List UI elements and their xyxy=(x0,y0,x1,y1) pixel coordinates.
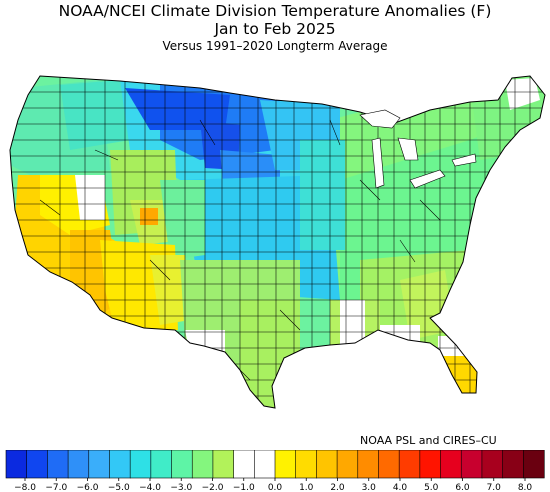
legend-swatch xyxy=(274,450,297,479)
legend-tick-label: −8.0 xyxy=(14,483,36,492)
legend-tick-label: 0.0 xyxy=(268,483,283,492)
lake-michigan xyxy=(371,137,385,189)
legend-swatch xyxy=(336,450,359,479)
legend-swatch xyxy=(191,450,214,479)
legend-swatch xyxy=(88,450,111,479)
legend-tick-label: 8.0 xyxy=(518,483,533,492)
legend-tick-label: −2.0 xyxy=(202,483,224,492)
legend-tick-label: −7.0 xyxy=(45,483,67,492)
legend-swatch xyxy=(67,450,90,479)
data-credit: NOAA PSL and CIRES–CU xyxy=(360,434,497,447)
legend-tick-label: −5.0 xyxy=(108,483,130,492)
legend-swatch xyxy=(212,450,235,479)
legend-swatch xyxy=(419,450,442,479)
legend-swatch xyxy=(316,450,338,479)
lake-erie xyxy=(409,169,446,189)
legend-tick-label: 1.0 xyxy=(299,483,314,492)
legend-swatch xyxy=(398,450,421,479)
legend-tick-label: 6.0 xyxy=(455,483,470,492)
legend-swatch xyxy=(5,450,28,479)
legend-swatch xyxy=(129,450,152,479)
anomaly-fill xyxy=(10,76,545,408)
legend-swatch xyxy=(378,450,400,479)
color-legend: −8.0 −7.0 −6.0 −5.0 −4.0 −3.0 −2.0 −1.0 0.0 1.0 2.… xyxy=(5,450,545,492)
legend-swatch xyxy=(233,450,255,479)
us-climate-division-map xyxy=(9,75,546,409)
legend-swatch xyxy=(254,450,276,479)
legend-swatch xyxy=(440,450,462,479)
legend-tick-label: 5.0 xyxy=(424,483,439,492)
legend-tick-label: 2.0 xyxy=(330,483,345,492)
lake-superior xyxy=(359,109,401,129)
legend-swatch xyxy=(523,450,545,479)
legend-swatch xyxy=(171,450,193,479)
legend-swatch xyxy=(47,450,69,479)
legend-tick-label: −3.0 xyxy=(170,483,192,492)
us-outline xyxy=(9,75,546,409)
legend-swatch xyxy=(357,450,380,479)
legend-tick-label: −1.0 xyxy=(233,483,255,492)
map-period: Jan to Feb 2025 xyxy=(214,20,336,38)
legend-swatch xyxy=(502,450,524,479)
lake-ontario xyxy=(451,153,477,167)
legend-swatch xyxy=(150,450,173,479)
map-subtitle: Versus 1991–2020 Longterm Average xyxy=(162,39,388,53)
legend-swatch xyxy=(460,450,483,479)
legend-tick-label: 4.0 xyxy=(393,483,408,492)
legend-tick-label: −6.0 xyxy=(77,483,99,492)
legend-swatch xyxy=(26,450,48,479)
legend-tick-label: 3.0 xyxy=(362,483,377,492)
legend-swatch xyxy=(295,450,317,479)
lake-huron xyxy=(397,137,419,161)
legend-swatch xyxy=(109,450,131,479)
legend-tick-label: 7.0 xyxy=(487,483,502,492)
legend-swatch xyxy=(481,450,504,479)
legend-tick-label: −4.0 xyxy=(139,483,161,492)
map-title: NOAA/NCEI Climate Division Temperature A… xyxy=(58,2,492,20)
